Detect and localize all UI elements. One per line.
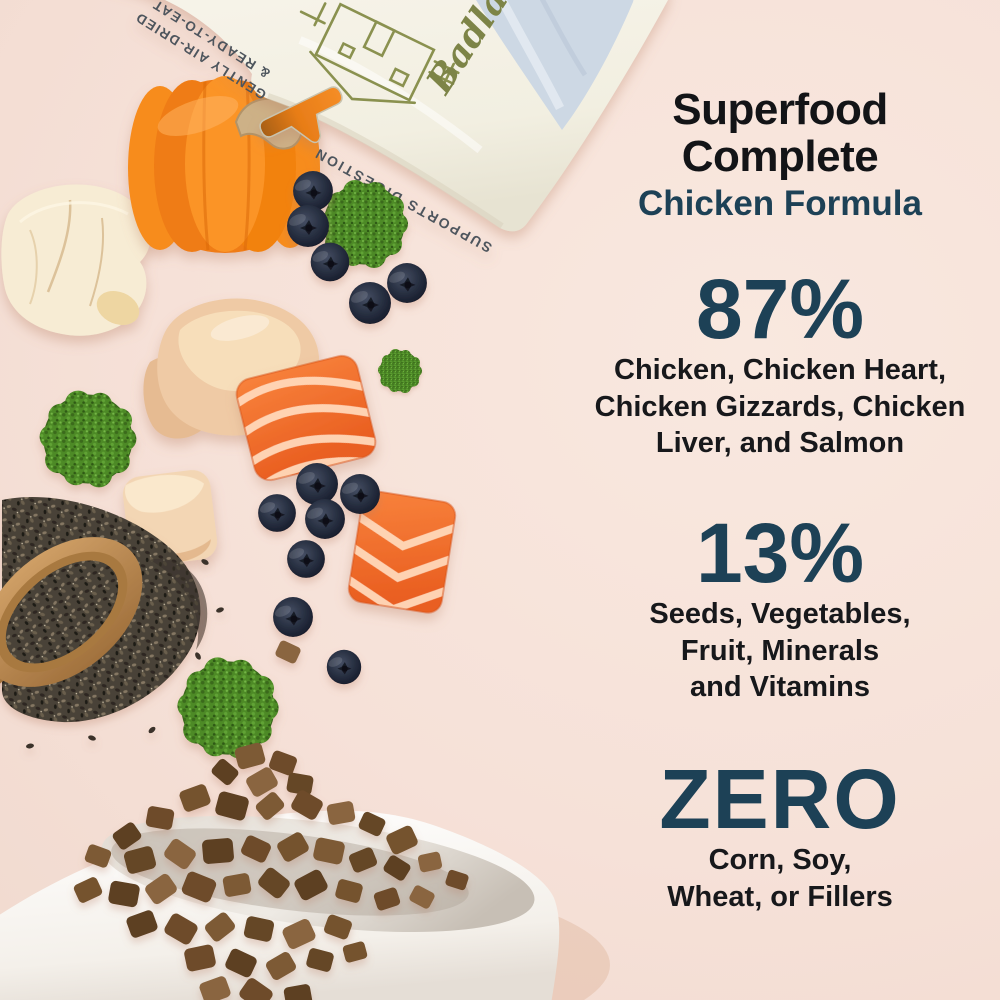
product-title: Superfood Complete xyxy=(556,86,1000,180)
stat-description: Seeds, Vegetables, Fruit, Minerals and V… xyxy=(649,598,911,703)
product-title-line1: Superfood xyxy=(672,85,888,134)
product-subtitle: Chicken Formula xyxy=(638,184,922,223)
wooden-spoon xyxy=(0,537,143,769)
barn-illustration xyxy=(299,2,460,105)
info-panel: Superfood Complete Chicken Formula 87% C… xyxy=(556,0,1000,1000)
stat-value: 13% xyxy=(695,506,865,600)
broccoli-floret-small xyxy=(377,348,423,394)
salmon-cube xyxy=(233,354,379,484)
broccoli-floret-bottom xyxy=(176,656,280,760)
stat-zero: ZERO Corn, Soy, Wheat, or Fillers xyxy=(556,757,1000,915)
chia-seeds-spoon xyxy=(0,497,224,769)
product-title-line2: Complete xyxy=(681,132,879,181)
salmon-cube-2 xyxy=(346,490,458,614)
hang-hole xyxy=(259,86,343,144)
stat-description: Chicken, Chicken Heart, Chicken Gizzards… xyxy=(594,354,966,459)
stat-value: ZERO xyxy=(659,752,901,846)
cauliflower-image xyxy=(1,184,150,336)
broccoli-floret-left xyxy=(39,390,137,488)
stat-value: 87% xyxy=(695,262,865,356)
stat-13-percent: 13% Seeds, Vegetables, Fruit, Minerals a… xyxy=(556,511,1000,706)
stat-description: Corn, Soy, Wheat, or Fillers xyxy=(667,844,893,913)
stat-87-percent: 87% Chicken, Chicken Heart, Chicken Gizz… xyxy=(556,267,1000,462)
